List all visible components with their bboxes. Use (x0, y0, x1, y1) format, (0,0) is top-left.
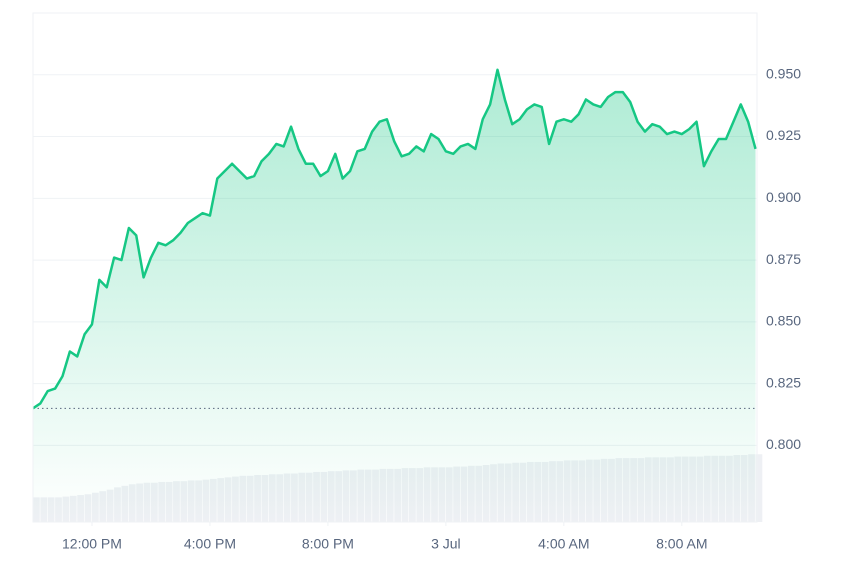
y-tick-label: 0.850 (766, 313, 801, 329)
volume-bar (755, 454, 763, 522)
x-tick-label: 12:00 PM (62, 536, 122, 552)
y-tick-label: 0.925 (766, 127, 801, 143)
y-tick-label: 0.825 (766, 374, 801, 390)
y-tick-label: 0.800 (766, 436, 801, 452)
x-tick-label: 8:00 PM (302, 536, 354, 552)
y-tick-label: 0.900 (766, 189, 801, 205)
x-tick-label: 4:00 AM (538, 536, 589, 552)
y-tick-label: 0.875 (766, 251, 801, 267)
x-tick-label: 8:00 AM (656, 536, 707, 552)
y-tick-label: 0.950 (766, 65, 801, 81)
x-tick-label: 4:00 PM (184, 536, 236, 552)
price-line (32, 68, 757, 410)
x-tick-label: 3 Jul (431, 536, 461, 552)
price-area (33, 69, 756, 522)
plot-layer (32, 68, 757, 522)
plot-frame (32, 12, 758, 523)
